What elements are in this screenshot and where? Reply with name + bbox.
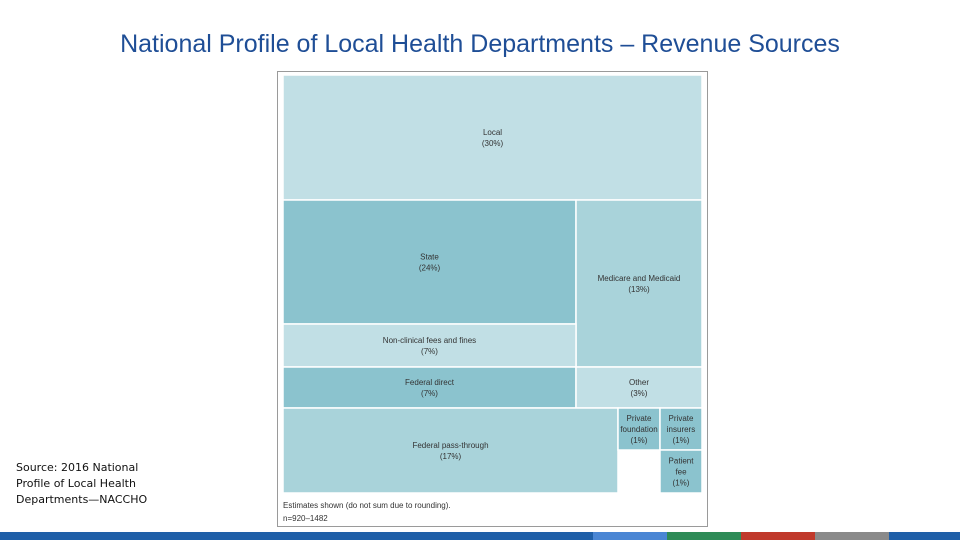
- treemap-cell-fed-direct: Federal direct (7%): [282, 366, 577, 409]
- chart-sample-size: n=920–1482: [283, 514, 328, 523]
- treemap-label-nonclinical: Non-clinical fees and fines: [383, 336, 476, 345]
- footer-segment: [593, 532, 667, 540]
- treemap-rect-patient: [659, 449, 703, 494]
- treemap-label-other: Other: [629, 378, 649, 387]
- footer-color-bar: [0, 532, 960, 540]
- treemap-chart: Local (30%) State (24%) Medicare and Medicai…: [282, 74, 703, 523]
- treemap-rect-local: [282, 74, 703, 201]
- treemap-rect-fed-pass: [282, 407, 619, 494]
- treemap-value-nonclinical: (7%): [421, 347, 438, 356]
- footer-segment: [889, 532, 960, 540]
- treemap-value-medicare: (13%): [628, 285, 650, 294]
- treemap-label-patient: Patient fee: [669, 457, 695, 477]
- treemap-rect-priv-found: [617, 407, 661, 451]
- treemap-cell-priv-ins: Private insurers (1%): [659, 407, 703, 451]
- treemap-label-fed-direct: Federal direct: [405, 378, 455, 387]
- treemap-label-priv-ins: Private insurers: [667, 414, 695, 434]
- treemap-rect-state: [282, 199, 577, 325]
- footer-segment: [741, 532, 815, 540]
- treemap-value-other: (3%): [631, 389, 648, 398]
- treemap-rect-fed-direct: [282, 366, 577, 409]
- treemap-cell-nonclinical: Non-clinical fees and fines (7%): [282, 323, 577, 368]
- treemap-value-state: (24%): [419, 264, 441, 273]
- treemap-cell-state: State (24%): [282, 199, 577, 325]
- treemap-value-patient: (1%): [673, 479, 690, 488]
- treemap-cell-fed-pass: Federal pass-through (17%): [282, 407, 619, 494]
- treemap-cell-medicare: Medicare and Medicaid (13%): [575, 199, 703, 368]
- treemap-value-priv-found: (1%): [631, 436, 648, 445]
- treemap-value-local: (30%): [482, 139, 504, 148]
- treemap-rect-medicare: [575, 199, 703, 368]
- treemap-label-priv-found: Private foundation: [620, 414, 657, 434]
- chart-footnote: Estimates shown (do not sum due to round…: [283, 501, 451, 510]
- treemap-label-fed-pass: Federal pass-through: [412, 441, 488, 450]
- source-note: Source: 2016 National Profile of Local H…: [16, 461, 148, 506]
- treemap-cell-local: Local (30%): [282, 74, 703, 201]
- treemap-label-state: State: [420, 253, 439, 262]
- treemap-value-priv-ins: (1%): [673, 436, 690, 445]
- treemap-value-fed-pass: (17%): [440, 452, 462, 461]
- treemap-cell-other: Other (3%): [575, 366, 703, 409]
- treemap-rect-nonclinical: [282, 323, 577, 368]
- treemap-rect-priv-ins: [659, 407, 703, 451]
- treemap-label-medicare: Medicare and Medicaid: [598, 274, 681, 283]
- treemap-cell-patient: Patient fee (1%): [659, 449, 703, 494]
- footer-segment: [815, 532, 889, 540]
- slide-title: National Profile of Local Health Departm…: [120, 30, 840, 58]
- treemap-rect-other: [575, 366, 703, 409]
- treemap-label-local: Local: [483, 128, 502, 137]
- treemap-value-fed-direct: (7%): [421, 389, 438, 398]
- footer-segment: [667, 532, 741, 540]
- footer-segment: [0, 532, 593, 540]
- treemap-cell-priv-found: Private foundation (1%): [617, 407, 661, 451]
- treemap-chart-frame: Local (30%) State (24%) Medicare and Medicai…: [277, 71, 708, 527]
